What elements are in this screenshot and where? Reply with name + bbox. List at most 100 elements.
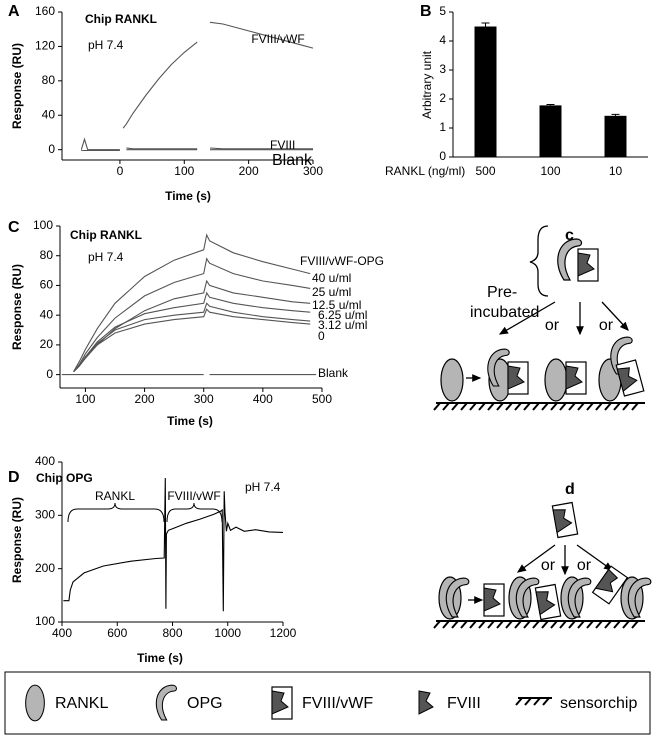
diagram-text: or <box>599 317 614 334</box>
y-tick-label: 80 <box>42 73 56 87</box>
panel-label: D <box>8 469 20 486</box>
diagram-c: c Pre- incubated or or <box>433 225 645 411</box>
y-tick-label: 3 <box>439 62 446 76</box>
series-label: FVIII/vWF <box>251 32 304 46</box>
arrow <box>601 301 629 331</box>
series-label: 0 <box>318 329 325 343</box>
y-tick-label: 100 <box>33 218 53 232</box>
chart-title: Chip OPG <box>36 471 93 485</box>
annotation: pH 7.4 <box>88 250 124 264</box>
x-tick-label: 500 <box>312 392 332 406</box>
x-tick-label: 600 <box>107 626 127 640</box>
x-tick-label: 400 <box>253 392 273 406</box>
x-tick-label: 1000 <box>214 626 241 640</box>
y-tick-label: 100 <box>35 614 55 628</box>
legend-icon <box>271 686 293 720</box>
x-tick-label: 200 <box>239 164 259 178</box>
bar <box>604 115 627 157</box>
arrow <box>498 301 556 335</box>
x-tick-label: 500 <box>475 164 495 178</box>
y-tick-label: 5 <box>439 4 446 18</box>
x-tick-label: 100 <box>540 164 560 178</box>
series-label: 40 u/ml <box>312 271 351 285</box>
legend: RANKL OPG FVIII/vWF FVIII sensorchip <box>4 671 651 735</box>
bar <box>539 105 562 157</box>
x-axis-label: RANKL (ng/ml) <box>385 164 465 178</box>
y-axis-label: Response (RU) <box>10 497 24 583</box>
series-line <box>73 257 311 373</box>
series-line <box>73 308 311 373</box>
fvwf-icon <box>534 583 562 621</box>
y-tick-label: 300 <box>35 508 55 522</box>
y-tick-label: 60 <box>40 278 54 292</box>
legend-label: FVIII/vWF <box>302 695 373 712</box>
panel-label: B <box>420 3 432 20</box>
series-label: 12.5 u/ml <box>312 298 361 312</box>
annotation: pH 7.4 <box>245 480 281 494</box>
diagram-text: or <box>541 557 556 574</box>
error-bar <box>611 113 620 116</box>
y-tick-label: 0 <box>439 149 446 163</box>
series-label: 6.25 u/ml <box>318 308 367 322</box>
fvwf-icon <box>615 359 645 397</box>
chart-title: Chip RANKL <box>85 12 157 26</box>
bracket <box>166 502 223 523</box>
series-line <box>73 291 311 373</box>
legend-box <box>4 671 651 735</box>
x-axis-label: Time (s) <box>167 414 213 428</box>
arrow <box>516 544 556 573</box>
legend-label: FVIII <box>447 695 481 712</box>
bracket <box>67 502 165 523</box>
y-tick-label: 2 <box>439 91 446 105</box>
x-tick-label: 0 <box>117 164 124 178</box>
x-tick-label: 100 <box>174 164 194 178</box>
fvwf-icon <box>565 361 587 395</box>
y-tick-label: 80 <box>40 248 54 262</box>
series-label: FVIII <box>270 138 295 152</box>
legend-icon <box>515 697 552 706</box>
brace <box>529 225 549 297</box>
x-tick-label: 10 <box>609 164 623 178</box>
series-line <box>73 279 311 373</box>
diagram-text: incubated <box>470 304 539 321</box>
y-tick-label: 20 <box>40 337 54 351</box>
legend-label: sensorchip <box>560 695 637 712</box>
y-tick-label: 0 <box>48 142 55 156</box>
y-tick-label: 0 <box>46 367 53 381</box>
annotation: FVIII/vWF <box>167 489 220 503</box>
legend-label: RANKL <box>55 695 108 712</box>
y-tick-label: 1 <box>439 120 446 134</box>
diagram-text: Pre- <box>487 284 517 301</box>
y-tick-label: 120 <box>35 39 55 53</box>
series-label: 3.12 u/ml <box>318 318 367 332</box>
bar <box>474 26 497 157</box>
panel-label: c <box>565 227 574 244</box>
annotation: FVIII/vWF-OPG <box>300 254 384 268</box>
legend-label: OPG <box>187 695 223 712</box>
diagram-text: or <box>577 557 592 574</box>
y-tick-label: 200 <box>35 561 55 575</box>
y-tick-label: 4 <box>439 33 446 47</box>
fvwf-icon <box>577 248 599 282</box>
series-line <box>122 21 314 129</box>
y-axis-label: Arbitrary unit <box>420 50 434 119</box>
diagram-text: or <box>545 317 560 334</box>
sensorchip <box>433 402 645 411</box>
panel-label: C <box>8 219 20 236</box>
annotation: RANKL <box>95 489 135 503</box>
annotation: pH 7.4 <box>88 38 124 52</box>
fvwf-icon <box>551 501 579 539</box>
x-tick-label: 1200 <box>270 626 297 640</box>
y-tick-label: 400 <box>35 454 55 468</box>
sensorchip <box>433 620 645 629</box>
y-axis-label: Response (RU) <box>10 43 24 129</box>
y-tick-label: 160 <box>35 4 55 18</box>
series-label: Blank <box>318 366 349 380</box>
x-tick-label: 100 <box>75 392 95 406</box>
x-tick-label: 200 <box>135 392 155 406</box>
x-tick-label: 300 <box>303 164 323 178</box>
x-tick-label: 300 <box>194 392 214 406</box>
series-line <box>73 233 311 372</box>
fvwf-icon <box>507 361 529 395</box>
